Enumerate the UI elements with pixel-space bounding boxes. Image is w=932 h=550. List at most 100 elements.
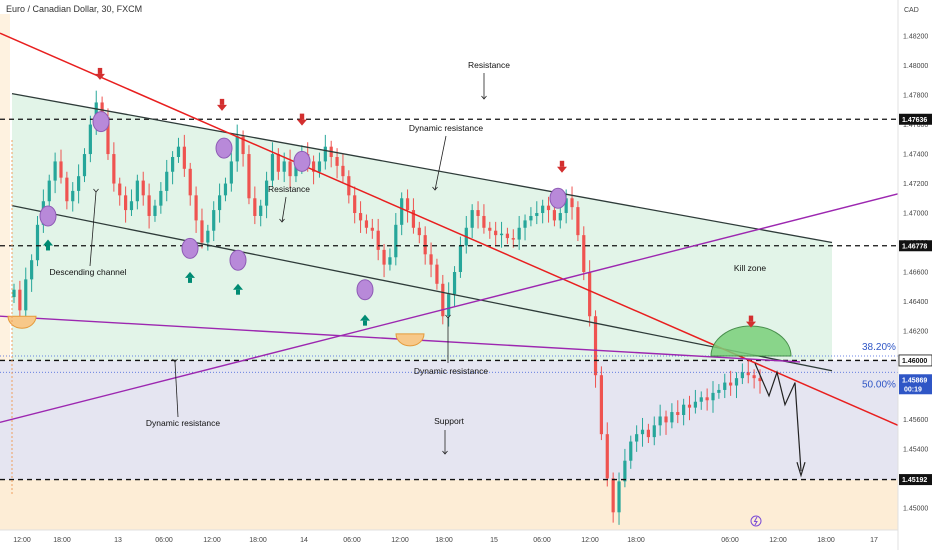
candle-body — [705, 397, 709, 401]
candle-body — [353, 195, 357, 214]
candle-body — [259, 205, 263, 216]
price-tag — [899, 374, 932, 395]
candle-body — [711, 392, 715, 401]
candle-body — [699, 397, 703, 402]
annotation-pointer — [281, 196, 287, 223]
time-tick-label: 18:00 — [53, 537, 71, 544]
candle-body — [458, 245, 463, 272]
candle-body — [65, 177, 69, 202]
annotation-pointer — [445, 314, 451, 319]
price-tick-label: 1.46200 — [903, 328, 928, 335]
annotation-pointer — [279, 218, 285, 223]
red-trend-line — [0, 32, 899, 427]
candle-body — [535, 213, 539, 216]
candle-body — [593, 316, 598, 376]
price-tick-label: 1.48200 — [903, 34, 928, 41]
touch-marker — [229, 249, 247, 271]
candle-body — [12, 289, 16, 298]
candle-body — [605, 434, 609, 479]
candle-body — [499, 233, 504, 236]
channel-upper-line — [11, 92, 833, 244]
candle-body — [141, 180, 145, 196]
price-tag — [898, 354, 932, 367]
candle-body — [588, 272, 592, 317]
candle-body — [206, 230, 210, 243]
price-tick-label: 1.47000 — [903, 211, 928, 218]
candle-body — [611, 478, 615, 513]
candle-body — [646, 429, 650, 438]
candle-body — [723, 382, 727, 390]
price-tick-label: 1.47400 — [903, 152, 928, 159]
candle-body — [77, 176, 81, 191]
time-tick-label: 14 — [300, 537, 308, 544]
price-tag-label: 1.45192 — [902, 477, 927, 484]
candle-body — [576, 207, 580, 236]
fib-label: 50.00% — [862, 379, 896, 390]
price-tick-label: 1.45400 — [903, 446, 928, 453]
price-tag-label: 1.45869 — [902, 377, 927, 384]
resistance-mid-label: Resistance — [268, 184, 310, 194]
price-tick-label: 1.45000 — [903, 505, 928, 512]
red-arrow — [219, 98, 225, 105]
red-arrow — [297, 119, 307, 126]
price-tick-label: 1.45600 — [903, 417, 928, 424]
resistance-top-label: Resistance — [468, 60, 510, 70]
candle-body — [30, 260, 34, 280]
time-tick-label: 18:00 — [435, 537, 453, 544]
channel-lower-line — [11, 205, 833, 372]
green-arrow — [363, 320, 367, 326]
lightning-icon — [753, 516, 758, 526]
candle-body — [229, 161, 233, 184]
time-tick-label: 17 — [870, 537, 878, 544]
price-tag — [899, 113, 932, 125]
time-tick-label: 06:00 — [155, 537, 173, 544]
green-arrow — [360, 314, 370, 321]
touch-marker — [39, 205, 57, 227]
candle-body — [282, 161, 286, 172]
green-arrow — [43, 239, 53, 246]
annotation-pointer — [442, 450, 448, 455]
candle-body — [664, 416, 668, 423]
green-arrow — [188, 277, 192, 283]
candle-body — [59, 161, 63, 178]
candle-body — [241, 136, 245, 155]
purple-trend-line — [0, 193, 899, 424]
candle-body — [558, 213, 562, 221]
candle-body — [488, 227, 492, 231]
price-tag — [899, 240, 932, 252]
green-arrow — [46, 245, 50, 251]
annotation-pointer — [172, 358, 178, 363]
price-tag — [899, 474, 932, 486]
candle-body — [470, 210, 474, 228]
candle-body — [752, 375, 756, 379]
candle-body — [599, 375, 604, 435]
candle-body — [658, 416, 662, 426]
candle-body — [552, 210, 557, 221]
time-tick-label: 12:00 — [581, 537, 599, 544]
candle-body — [388, 257, 392, 265]
green-arrow — [185, 271, 195, 278]
candle-body — [517, 227, 521, 240]
candle-body — [317, 161, 322, 172]
time-tick-label: 12:00 — [203, 537, 221, 544]
candle-body — [582, 235, 586, 272]
candle-body — [505, 233, 510, 239]
candle-body — [629, 441, 633, 461]
candle-body — [264, 180, 269, 206]
support-zone — [0, 479, 898, 530]
candle-body — [270, 154, 275, 181]
candle-body — [693, 401, 697, 408]
candle-body — [640, 429, 645, 435]
candle-body — [253, 198, 257, 216]
candle-body — [24, 279, 28, 311]
candle-body — [370, 227, 374, 231]
time-tick-label: 18:00 — [249, 537, 267, 544]
touch-marker — [92, 111, 110, 133]
candle-body — [740, 372, 744, 379]
candle-body — [717, 389, 721, 393]
red-arrow — [299, 113, 305, 120]
candle-body — [288, 161, 292, 177]
candle-body — [652, 425, 656, 438]
red-arrow — [557, 166, 567, 173]
